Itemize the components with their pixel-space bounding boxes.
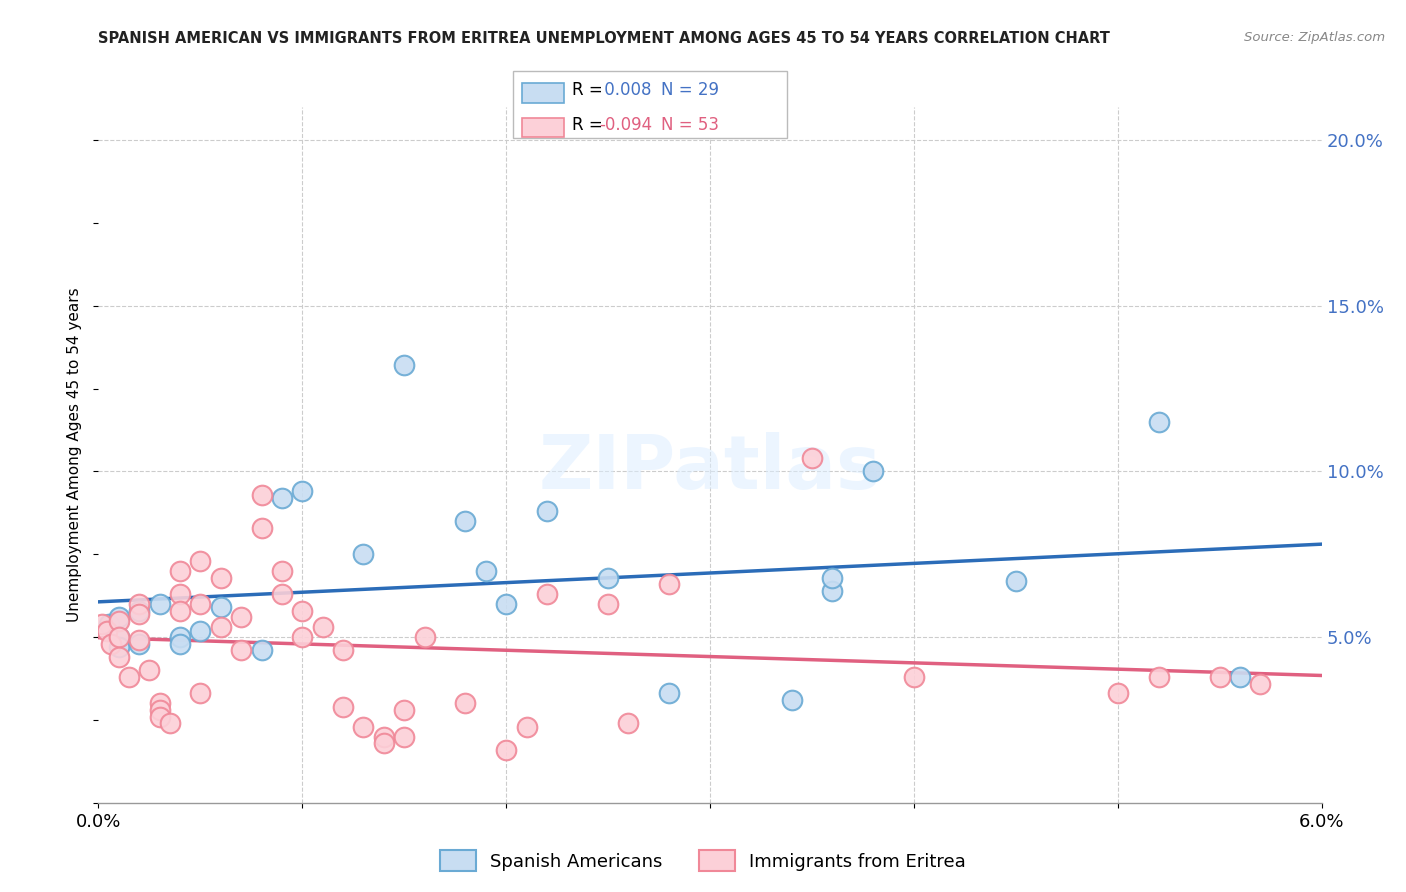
Point (392, 730, 416, 744)
Point (332, 643, 354, 657)
Point (780, 693, 803, 707)
Point (149, 697, 172, 711)
Point (159, 716, 181, 731)
Point (332, 699, 354, 714)
Point (128, 604, 150, 618)
Text: SPANISH AMERICAN VS IMMIGRANTS FROM ERITREA UNEMPLOYMENT AMONG AGES 45 TO 54 YEA: SPANISH AMERICAN VS IMMIGRANTS FROM ERIT… (98, 31, 1111, 46)
Point (801, 451, 824, 466)
Point (516, 720, 538, 734)
Point (250, 521, 273, 535)
Point (291, 630, 314, 644)
Point (658, 686, 681, 700)
Point (250, 488, 273, 502)
Point (149, 597, 172, 611)
Point (536, 587, 558, 601)
Point (128, 637, 150, 651)
Point (188, 686, 212, 700)
Text: 0.008: 0.008 (599, 81, 651, 99)
Point (495, 597, 517, 611)
Point (1249, 676, 1271, 690)
Point (821, 583, 844, 598)
Point (128, 607, 150, 621)
Point (291, 604, 314, 618)
Point (373, 736, 395, 750)
Point (108, 614, 131, 628)
Point (862, 465, 884, 479)
Text: N = 29: N = 29 (661, 81, 718, 99)
Point (1147, 415, 1170, 429)
Point (108, 610, 131, 624)
Point (1004, 574, 1026, 588)
Point (149, 709, 172, 723)
Text: ZIPatlas: ZIPatlas (538, 433, 882, 506)
Text: R =: R = (572, 81, 603, 99)
Point (108, 640, 131, 654)
Point (231, 610, 253, 624)
Y-axis label: Unemployment Among Ages 45 to 54 years: Unemployment Among Ages 45 to 54 years (67, 287, 83, 623)
Point (658, 577, 681, 591)
Point (291, 484, 314, 499)
Point (188, 597, 212, 611)
Point (392, 359, 416, 373)
Point (128, 597, 150, 611)
Point (97, 616, 120, 631)
Point (250, 643, 273, 657)
Point (138, 663, 160, 677)
Legend: Spanish Americans, Immigrants from Eritrea: Spanish Americans, Immigrants from Eritr… (433, 843, 973, 879)
Point (413, 630, 436, 644)
Point (270, 564, 292, 578)
Point (96, 624, 118, 638)
Point (231, 643, 253, 657)
Point (118, 670, 141, 684)
Point (617, 716, 640, 731)
Point (169, 604, 191, 618)
Point (495, 743, 517, 757)
Point (270, 587, 292, 601)
Text: -0.094: -0.094 (599, 116, 652, 134)
Point (209, 620, 232, 634)
Point (169, 630, 191, 644)
Point (1229, 670, 1251, 684)
Text: Source: ZipAtlas.com: Source: ZipAtlas.com (1244, 31, 1385, 45)
Point (454, 697, 477, 711)
Point (188, 554, 212, 568)
Point (598, 570, 620, 584)
Point (392, 703, 416, 717)
Point (373, 730, 395, 744)
Point (903, 670, 925, 684)
Point (209, 600, 232, 615)
Point (169, 564, 191, 578)
Point (536, 504, 558, 518)
Point (474, 564, 498, 578)
Point (821, 570, 844, 584)
Point (1147, 670, 1170, 684)
Point (108, 630, 131, 644)
Point (352, 720, 374, 734)
Point (311, 620, 335, 634)
Point (100, 637, 122, 651)
Point (169, 587, 191, 601)
Text: N = 53: N = 53 (661, 116, 718, 134)
Point (128, 633, 150, 648)
Point (149, 703, 172, 717)
Point (209, 570, 232, 584)
Point (169, 637, 191, 651)
Point (188, 624, 212, 638)
Text: R =: R = (572, 116, 603, 134)
Point (270, 491, 292, 505)
Point (454, 514, 477, 528)
Point (108, 650, 131, 665)
Point (1208, 670, 1232, 684)
Point (598, 597, 620, 611)
Point (108, 630, 131, 644)
Point (352, 547, 374, 561)
Point (1107, 686, 1129, 700)
Point (91, 616, 114, 631)
